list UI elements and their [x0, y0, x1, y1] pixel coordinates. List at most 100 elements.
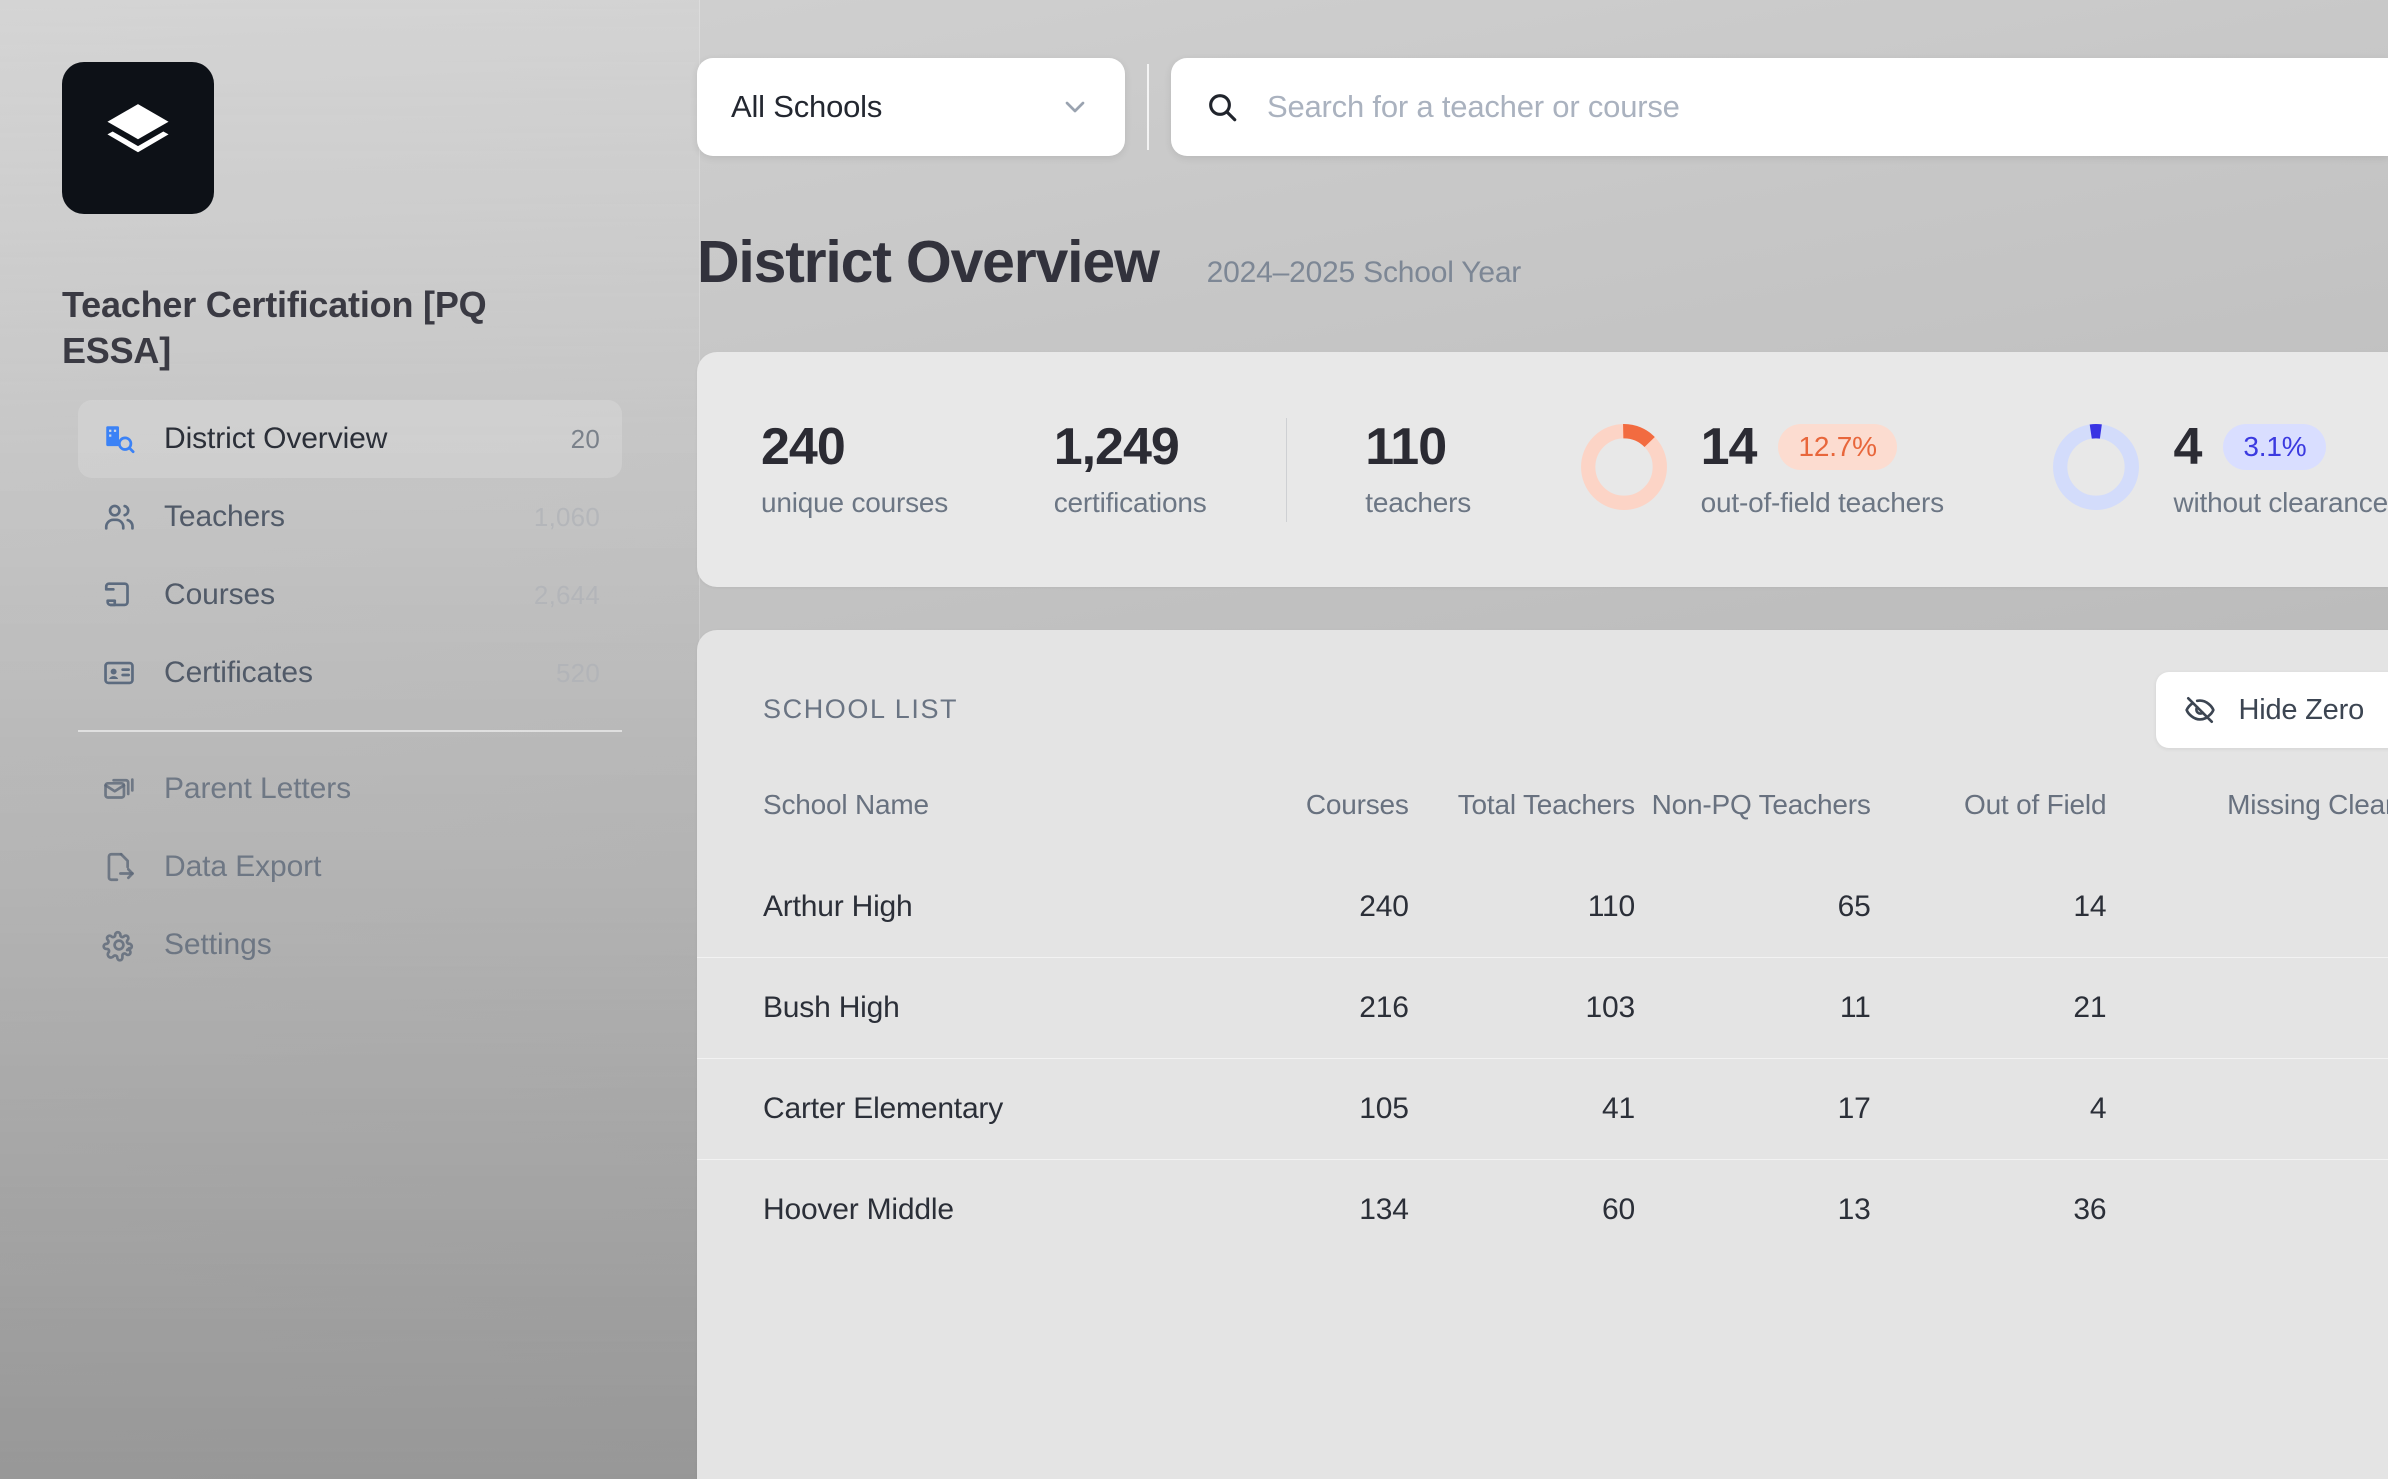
search-icon	[1205, 90, 1239, 124]
column-header-out-of-field[interactable]: Out of Field	[1963, 789, 2107, 820]
chevron-down-icon	[1059, 91, 1091, 123]
cell-non-pq-teachers: 11	[1634, 956, 1871, 1059]
school-table-body: Arthur High 240 110 65 14 Bush High 216 …	[697, 857, 2388, 1260]
stat-unique-courses: 240 unique courses	[761, 420, 948, 518]
id-card-icon	[100, 654, 138, 692]
stats-divider	[1285, 417, 1288, 522]
stat-value: 110	[1365, 418, 1447, 477]
school-table-head: School Name Courses Total Teachers Non-P…	[697, 788, 2388, 857]
stat-value: 1,249	[1053, 418, 1180, 477]
stat-label: out-of-field teachers	[1700, 486, 1944, 518]
column-header-courses[interactable]: Courses	[1305, 789, 1409, 820]
sidebar-item-count: 520	[556, 657, 600, 688]
sidebar-item-label: District Overview	[164, 422, 388, 455]
cell-missing-clearance[interactable]	[2106, 1057, 2388, 1160]
top-toolbar: All Schools	[697, 58, 2388, 156]
school-filter-dropdown[interactable]: All Schools	[697, 58, 1125, 156]
cell-out-of-field[interactable]: 21	[1870, 956, 2107, 1059]
cell-out-of-field[interactable]: 36	[1870, 1158, 2107, 1260]
stat-label: unique courses	[761, 486, 949, 518]
cell-school-name: Bush High	[697, 956, 1174, 1059]
column-header-missing-clearance[interactable]: Missing Clearance	[2227, 789, 2388, 820]
cell-non-pq-teachers: 65	[1837, 889, 1871, 923]
sidebar-item-label: Teachers	[164, 500, 285, 533]
sidebar-item-count: 2,644	[533, 579, 600, 610]
stat-value: 4	[2173, 418, 2202, 477]
building-search-icon	[100, 420, 138, 458]
cell-courses[interactable]: 105	[1173, 1057, 1409, 1160]
column-header-total-teachers[interactable]: Total Teachers	[1457, 789, 1635, 820]
sidebar: Teacher Certification [PQ ESSA] District…	[0, 0, 700, 1479]
stat-label: without clearance	[2173, 486, 2388, 518]
sidebar-item-data-export[interactable]: Data Export	[78, 828, 622, 906]
hide-zero-label: Hide Zero	[2238, 693, 2364, 726]
table-row[interactable]: Bush High 216 103 11 21	[697, 956, 2388, 1059]
cell-courses[interactable]: 240	[1359, 889, 1409, 923]
sidebar-nav: District Overview 20 Teachers 1,060	[0, 400, 699, 984]
school-table: School Name Courses Total Teachers Non-P…	[697, 788, 2388, 1260]
stat-percent-badge: 12.7%	[1778, 424, 1897, 471]
without-clearance-donut-chart	[2049, 420, 2143, 519]
sidebar-item-parent-letters[interactable]: Parent Letters	[78, 750, 622, 828]
stat-label: teachers	[1365, 486, 1472, 518]
eye-off-icon	[2184, 694, 2216, 726]
column-header-school-name[interactable]: School Name	[763, 789, 929, 820]
cell-school-name: Carter Elementary	[697, 1057, 1174, 1160]
sidebar-item-label: Courses	[164, 578, 276, 611]
cell-out-of-field[interactable]: 14	[2073, 889, 2107, 923]
sidebar-item-label: Parent Letters	[164, 772, 352, 805]
cell-school-name: Arthur High	[763, 889, 913, 923]
table-row[interactable]: Carter Elementary 105 41 17 4	[697, 1057, 2388, 1160]
cell-non-pq-teachers: 13	[1634, 1158, 1871, 1260]
search-bar[interactable]	[1171, 58, 2388, 156]
school-filter-value: All Schools	[731, 89, 883, 124]
hide-zero-button[interactable]: Hide Zero	[2156, 672, 2388, 748]
app-logo[interactable]	[62, 62, 214, 214]
stat-value: 240	[761, 418, 846, 477]
table-row[interactable]: Arthur High 240 110 65 14	[697, 857, 2388, 958]
sidebar-item-label: Settings	[164, 928, 272, 961]
out-of-field-donut-chart	[1577, 420, 1671, 519]
summary-stats-card: 240 unique courses 1,249 certifications …	[697, 352, 2388, 587]
page-subtitle: 2024–2025 School Year	[1206, 256, 1522, 289]
file-export-icon	[100, 848, 138, 886]
cell-out-of-field[interactable]: 4	[1870, 1057, 2107, 1160]
stat-out-of-field-teachers: 14 12.7% out-of-field teachers	[1577, 420, 1944, 519]
school-list-card: SCHOOL LIST Hide Zero School Name	[697, 630, 2388, 1479]
stat-percent-badge: 3.1%	[2223, 424, 2327, 471]
column-header-non-pq-teachers[interactable]: Non-PQ Teachers	[1651, 789, 1871, 820]
stat-value: 14	[1700, 418, 1758, 477]
sidebar-item-label: Data Export	[164, 850, 322, 883]
sidebar-item-teachers[interactable]: Teachers 1,060	[78, 478, 622, 556]
sidebar-item-certificates[interactable]: Certificates 520	[78, 634, 622, 712]
mail-stack-icon	[100, 770, 138, 808]
cell-missing-clearance[interactable]	[2106, 857, 2388, 958]
cell-courses[interactable]: 216	[1173, 956, 1409, 1059]
search-input[interactable]	[1267, 89, 2354, 125]
cell-missing-clearance[interactable]	[2106, 956, 2388, 1059]
table-row[interactable]: Hoover Middle 134 60 13 36	[697, 1158, 2388, 1260]
sidebar-item-district-overview[interactable]: District Overview 20	[78, 400, 622, 478]
section-label: SCHOOL LIST	[763, 693, 959, 724]
sidebar-item-settings[interactable]: Settings	[78, 906, 622, 984]
cell-total-teachers[interactable]: 110	[1587, 889, 1635, 923]
stat-label: certifications	[1053, 486, 1207, 518]
cell-school-name: Hoover Middle	[697, 1158, 1174, 1260]
cell-courses[interactable]: 134	[1173, 1158, 1409, 1260]
toolbar-separator	[1147, 64, 1149, 150]
cell-missing-clearance[interactable]	[2106, 1158, 2388, 1260]
cell-total-teachers[interactable]: 103	[1408, 956, 1635, 1059]
cell-total-teachers[interactable]: 60	[1408, 1158, 1635, 1260]
users-icon	[100, 498, 138, 536]
page-header: District Overview 2024–2025 School Year	[697, 228, 1521, 296]
sidebar-item-courses[interactable]: Courses 2,644	[78, 556, 622, 634]
stat-teachers: 110 teachers	[1365, 420, 1471, 518]
layers-icon	[99, 97, 177, 180]
cell-non-pq-teachers: 17	[1634, 1057, 1871, 1160]
sidebar-item-count: 20	[570, 423, 600, 454]
cell-total-teachers[interactable]: 41	[1408, 1057, 1635, 1160]
sidebar-item-count: 1,060	[533, 501, 600, 532]
scroll-icon	[100, 576, 138, 614]
page-title: District Overview	[697, 229, 1160, 295]
